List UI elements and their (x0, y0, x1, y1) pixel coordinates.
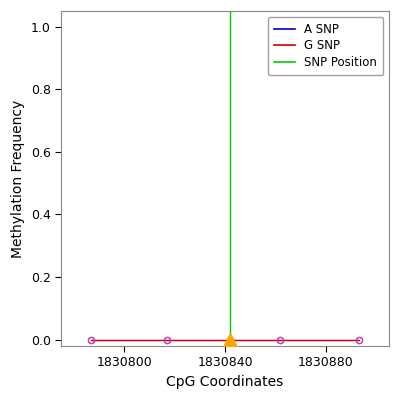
X-axis label: CpG Coordinates: CpG Coordinates (166, 375, 284, 389)
Y-axis label: Methylation Frequency: Methylation Frequency (11, 99, 25, 258)
Legend: A SNP, G SNP, SNP Position: A SNP, G SNP, SNP Position (268, 17, 383, 75)
